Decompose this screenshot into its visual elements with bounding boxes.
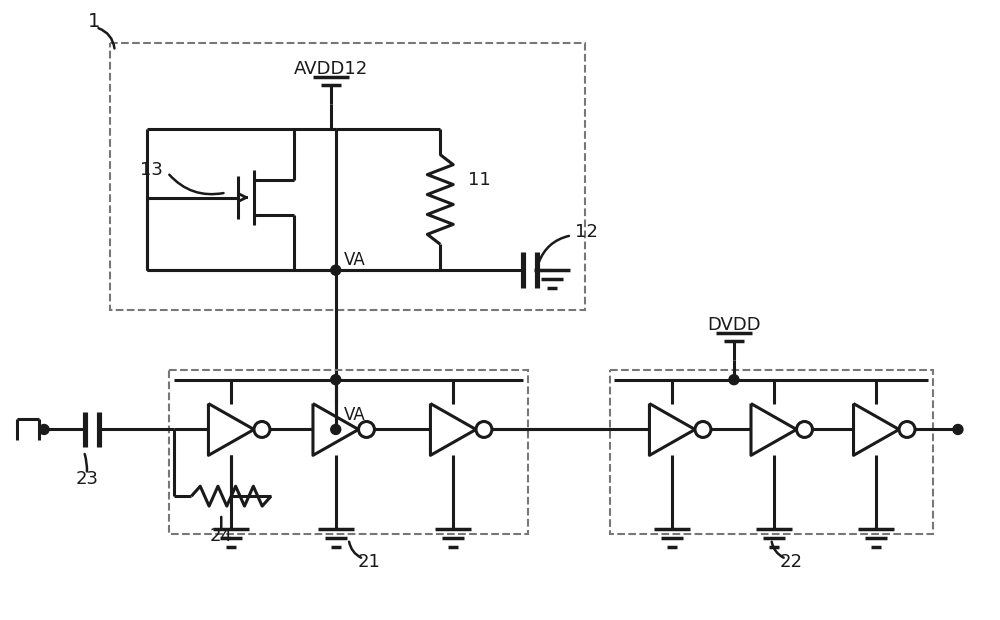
Text: 1: 1 [88,12,100,31]
Circle shape [331,265,341,275]
Text: VA: VA [344,251,365,269]
Circle shape [729,374,739,384]
Bar [169,370,528,534]
Circle shape [899,422,915,438]
Text: DVDD: DVDD [707,316,761,334]
Circle shape [331,425,341,435]
Text: VA: VA [344,405,365,423]
Text: 12: 12 [575,223,598,241]
Circle shape [953,425,963,435]
Circle shape [331,374,341,384]
Text: AVDD12: AVDD12 [294,60,368,78]
Circle shape [39,425,49,435]
Bar [610,370,933,534]
Circle shape [359,422,374,438]
Text: 24: 24 [210,527,233,545]
Text: 13: 13 [140,161,162,179]
Circle shape [254,422,270,438]
Text: 11: 11 [468,170,491,188]
Text: 22: 22 [780,553,803,571]
Circle shape [797,422,812,438]
Text: 23: 23 [75,470,98,488]
Bar [110,43,585,310]
Circle shape [695,422,711,438]
Text: 21: 21 [357,553,380,571]
Circle shape [476,422,492,438]
